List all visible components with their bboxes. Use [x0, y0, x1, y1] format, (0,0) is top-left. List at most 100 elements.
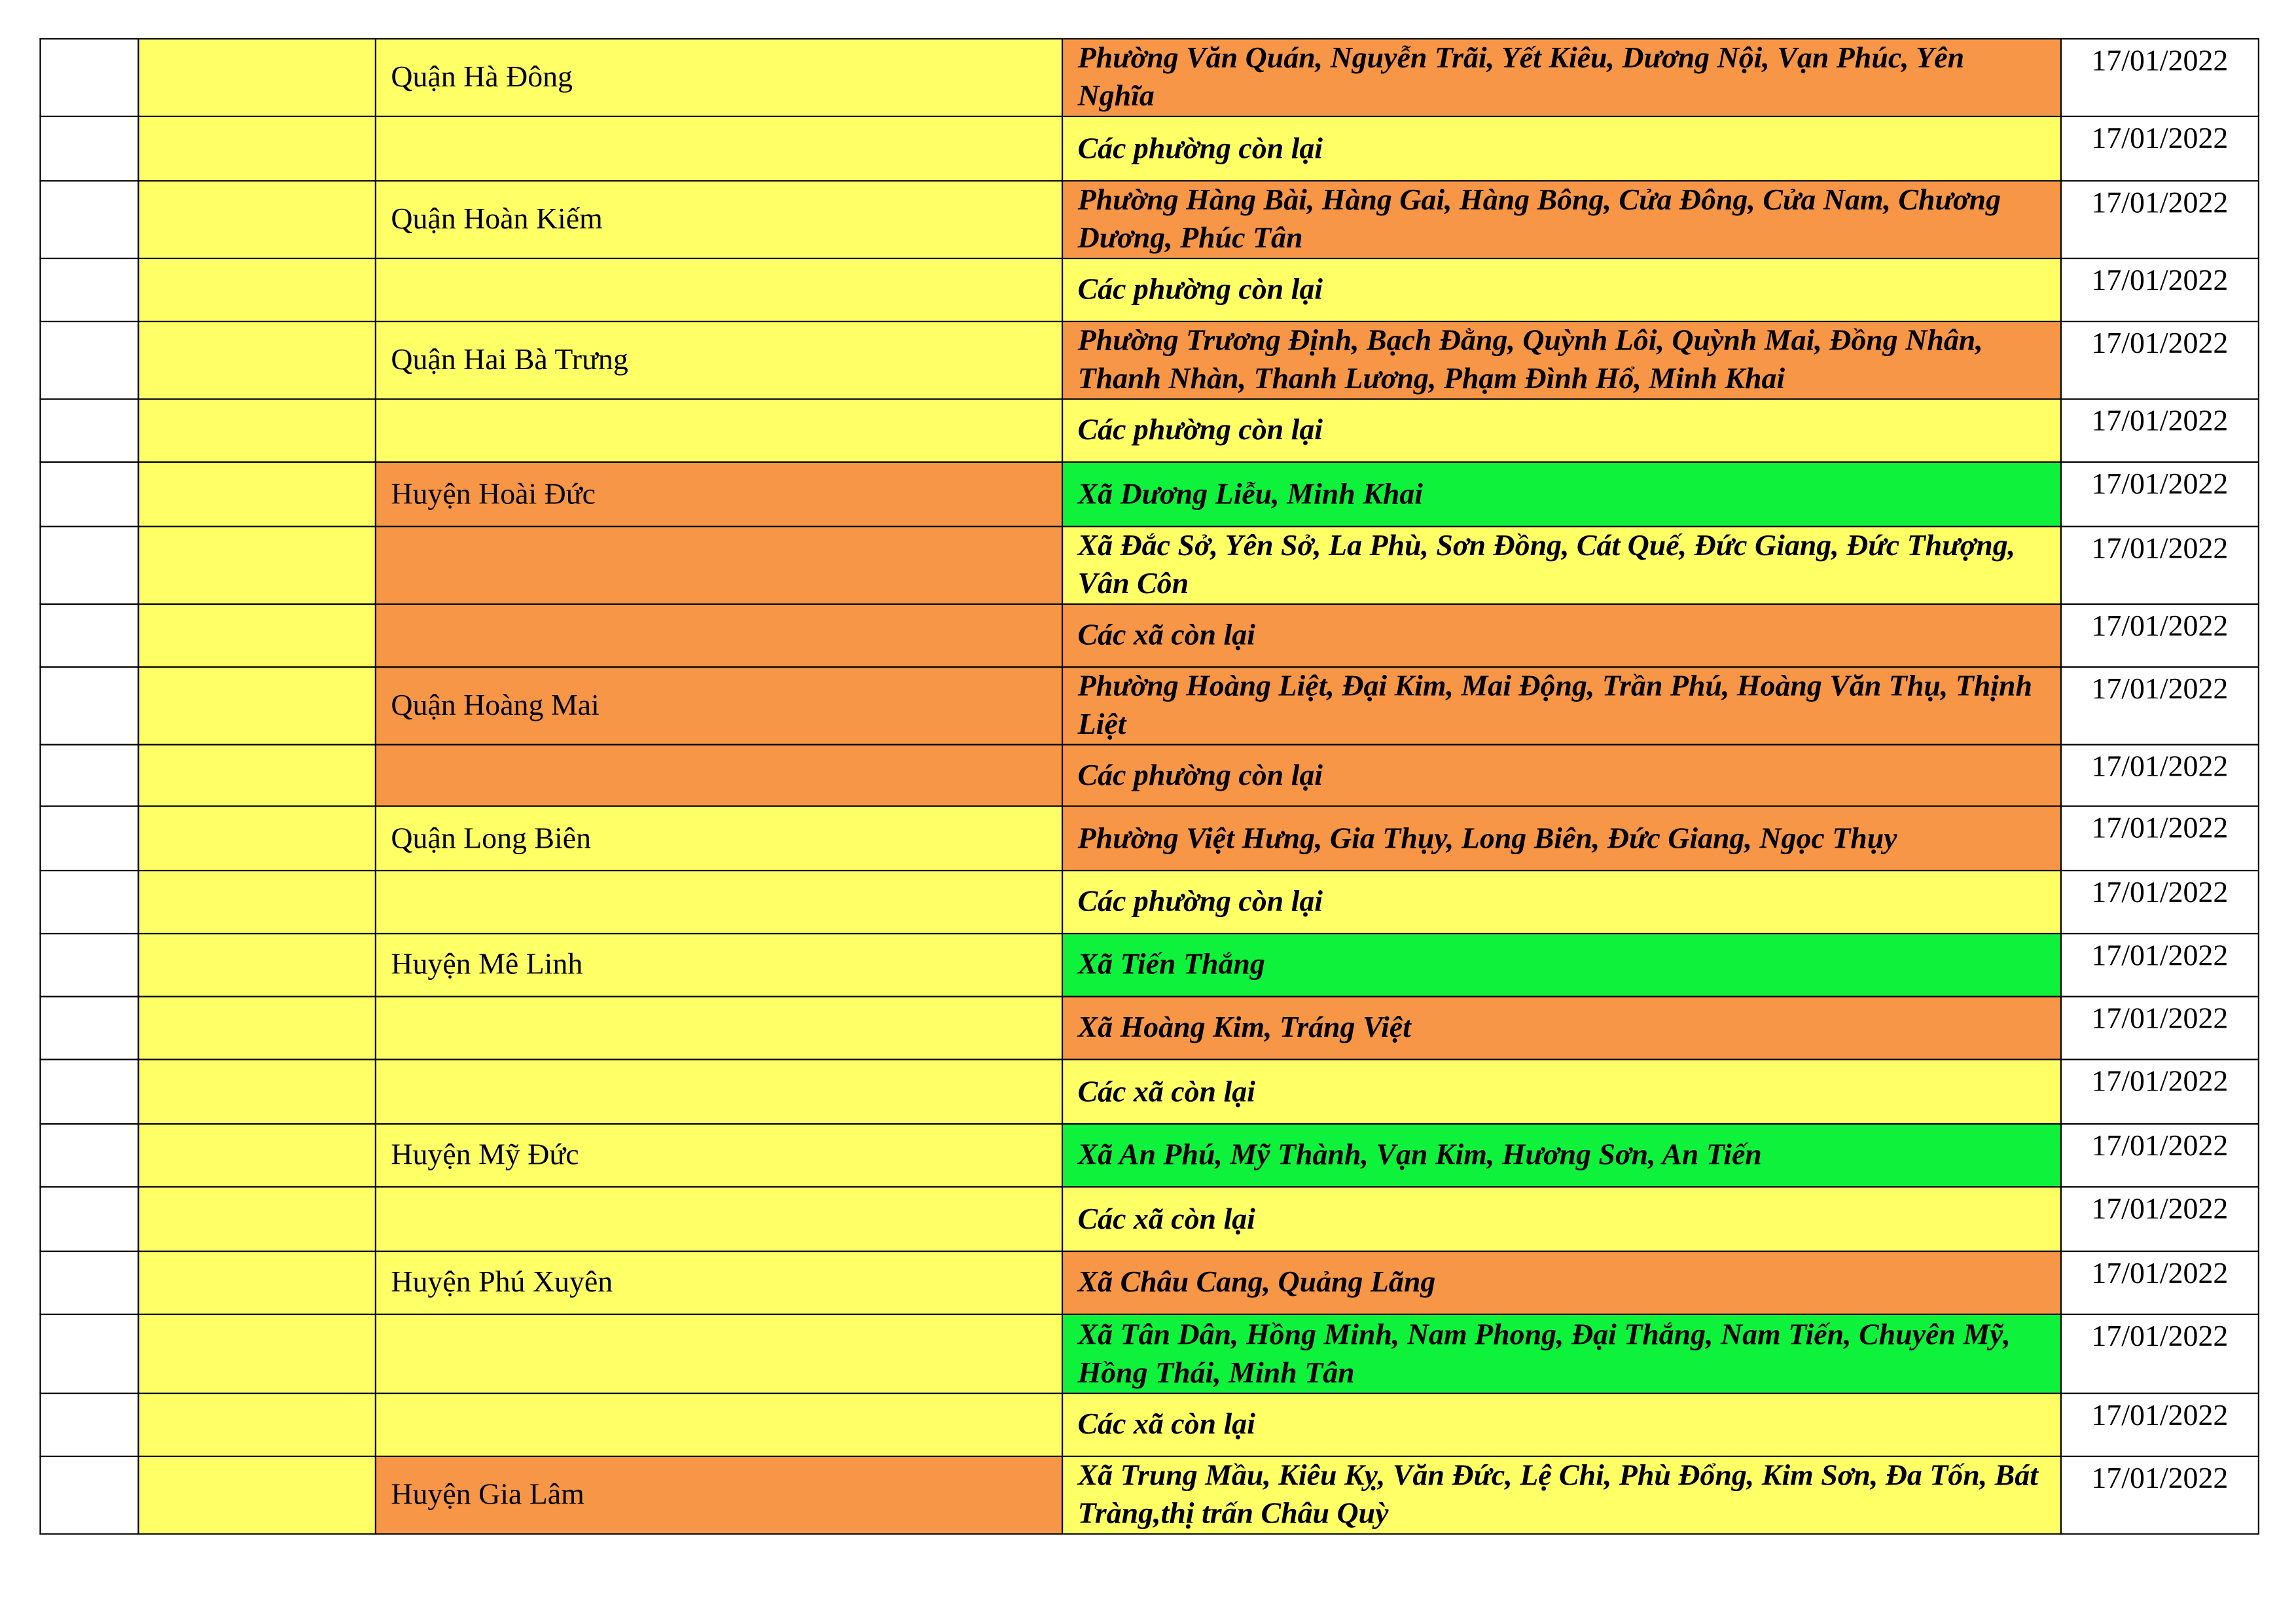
district-cell: Huyện Gia Lâm: [374, 1455, 1064, 1535]
group-cell: [137, 461, 376, 528]
group-cell: [137, 1392, 376, 1458]
wards-cell: Xã Tân Dân, Hồng Minh, Nam Phong, Đại Th…: [1061, 1313, 2062, 1394]
date-cell: 17/01/2022: [2060, 1250, 2259, 1316]
index-cell: [39, 933, 139, 998]
table-row: Huyện Mỹ Đức Xã An Phú, Mỹ Thành, Vạn Kim…: [39, 1123, 2259, 1188]
index-cell: [39, 1123, 139, 1188]
group-cell: [137, 603, 376, 668]
table-row: Quận Long Biên Phường Việt Hưng, Gia Thụy…: [39, 805, 2259, 872]
wards-cell: Phường Việt Hưng, Gia Thụy, Long Biên, Đ…: [1061, 805, 2062, 872]
table-row: Các phường còn lại 17/01/2022: [39, 869, 2259, 935]
table-row: Xã Đắc Sở, Yên Sở, La Phù, Sơn Đồng, Cát…: [39, 526, 2259, 605]
table-row: Huyện Gia Lâm Xã Trung Mầu, Kiêu Kỵ, Văn …: [39, 1455, 2259, 1535]
group-cell: [137, 805, 376, 872]
date-cell: 17/01/2022: [2060, 526, 2259, 605]
group-cell: [137, 869, 376, 935]
date-cell: 17/01/2022: [2060, 115, 2259, 182]
group-cell: [137, 1186, 376, 1252]
wards-cell: Các phường còn lại: [1061, 115, 2062, 182]
wards-cell: Phường Hàng Bài, Hàng Gai, Hàng Bông, Cử…: [1061, 180, 2062, 259]
table-row: Các phường còn lại 17/01/2022: [39, 744, 2259, 807]
table-row: Các xã còn lại 17/01/2022: [39, 1058, 2259, 1125]
district-cell: [374, 603, 1064, 668]
group-cell: [137, 115, 376, 182]
table-row: Xã Tân Dân, Hồng Minh, Nam Phong, Đại Th…: [39, 1313, 2259, 1394]
group-cell: [137, 257, 376, 323]
district-cell: Huyện Mê Linh: [374, 933, 1064, 998]
table-row: Quận Hoàng Mai Phường Hoàng Liệt, Đại Kim…: [39, 666, 2259, 746]
date-cell: 17/01/2022: [2060, 805, 2259, 872]
index-cell: [39, 1186, 139, 1252]
date-cell: 17/01/2022: [2060, 320, 2259, 400]
district-cell: Quận Long Biên: [374, 805, 1064, 872]
table-row: Các phường còn lại 17/01/2022: [39, 257, 2259, 323]
district-cell: [374, 1058, 1064, 1125]
index-cell: [39, 666, 139, 746]
table-row: Các phường còn lại 17/01/2022: [39, 115, 2259, 182]
table-row: Các xã còn lại 17/01/2022: [39, 1392, 2259, 1458]
table-row: Quận Hà Đông Phường Văn Quán, Nguyễn Trãi…: [39, 38, 2259, 117]
district-cell: [374, 744, 1064, 807]
group-cell: [137, 996, 376, 1060]
district-cell: Quận Hoàng Mai: [374, 666, 1064, 746]
index-cell: [39, 398, 139, 463]
district-cell: [374, 1313, 1064, 1394]
district-cell: [374, 1392, 1064, 1458]
index-cell: [39, 180, 139, 259]
wards-cell: Xã Hoàng Kim, Tráng Việt: [1061, 996, 2062, 1060]
table-row: Xã Hoàng Kim, Tráng Việt 17/01/2022: [39, 996, 2259, 1060]
wards-cell: Phường Văn Quán, Nguyễn Trãi, Yết Kiêu, …: [1061, 38, 2062, 117]
group-cell: [137, 398, 376, 463]
wards-cell: Xã Đắc Sở, Yên Sở, La Phù, Sơn Đồng, Cát…: [1061, 526, 2062, 605]
district-cell: [374, 398, 1064, 463]
wards-cell: Phường Hoàng Liệt, Đại Kim, Mai Động, Tr…: [1061, 666, 2062, 746]
group-cell: [137, 666, 376, 746]
group-cell: [137, 1455, 376, 1535]
wards-cell: Các phường còn lại: [1061, 869, 2062, 935]
group-cell: [137, 180, 376, 259]
wards-cell: Các xã còn lại: [1061, 1058, 2062, 1125]
group-cell: [137, 38, 376, 117]
wards-cell: Các phường còn lại: [1061, 744, 2062, 807]
district-cell: [374, 115, 1064, 182]
group-cell: [137, 1123, 376, 1188]
date-cell: 17/01/2022: [2060, 38, 2259, 117]
date-cell: 17/01/2022: [2060, 1123, 2259, 1188]
district-cell: Huyện Phú Xuyên: [374, 1250, 1064, 1316]
date-cell: 17/01/2022: [2060, 933, 2259, 998]
date-cell: 17/01/2022: [2060, 744, 2259, 807]
wards-cell: Các xã còn lại: [1061, 1186, 2062, 1252]
date-cell: 17/01/2022: [2060, 1455, 2259, 1535]
index-cell: [39, 461, 139, 528]
zone-table: Quận Hà Đông Phường Văn Quán, Nguyễn Trãi…: [39, 38, 2259, 1535]
date-cell: 17/01/2022: [2060, 180, 2259, 259]
index-cell: [39, 744, 139, 807]
district-cell: [374, 869, 1064, 935]
date-cell: 17/01/2022: [2060, 996, 2259, 1060]
date-cell: 17/01/2022: [2060, 603, 2259, 668]
table-row: Quận Hoàn Kiếm Phường Hàng Bài, Hàng Gai,…: [39, 180, 2259, 259]
index-cell: [39, 1250, 139, 1316]
index-cell: [39, 869, 139, 935]
table-row: Huyện Phú Xuyên Xã Châu Cang, Quảng Lãng 1…: [39, 1250, 2259, 1316]
wards-cell: Các phường còn lại: [1061, 398, 2062, 463]
wards-cell: Xã Dương Liễu, Minh Khai: [1061, 461, 2062, 528]
table-row: Các xã còn lại 17/01/2022: [39, 1186, 2259, 1252]
wards-cell: Xã Trung Mầu, Kiêu Kỵ, Văn Đức, Lệ Chi, …: [1061, 1455, 2062, 1535]
index-cell: [39, 1313, 139, 1394]
group-cell: [137, 1313, 376, 1394]
group-cell: [137, 744, 376, 807]
index-cell: [39, 603, 139, 668]
table-row: Quận Hai Bà Trưng Phường Trương Định, Bạc…: [39, 320, 2259, 400]
table-row: Huyện Mê Linh Xã Tiến Thắng 17/01/2022: [39, 933, 2259, 998]
district-cell: Quận Hà Đông: [374, 38, 1064, 117]
wards-cell: Các xã còn lại: [1061, 603, 2062, 668]
district-cell: [374, 257, 1064, 323]
wards-cell: Các xã còn lại: [1061, 1392, 2062, 1458]
group-cell: [137, 526, 376, 605]
index-cell: [39, 526, 139, 605]
district-cell: [374, 1186, 1064, 1252]
district-cell: Quận Hoàn Kiếm: [374, 180, 1064, 259]
wards-cell: Xã An Phú, Mỹ Thành, Vạn Kim, Hương Sơn,…: [1061, 1123, 2062, 1188]
group-cell: [137, 1250, 376, 1316]
